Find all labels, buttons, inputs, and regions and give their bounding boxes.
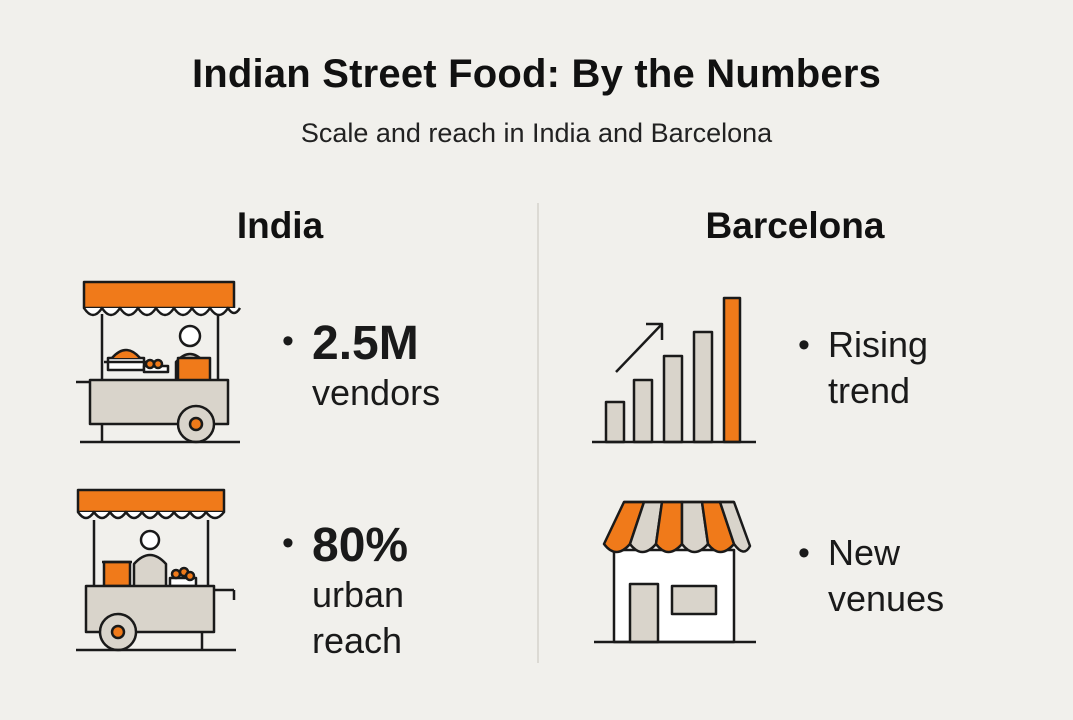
barcelona-stat-new-venues: • New venues bbox=[798, 530, 945, 622]
bullet-marker: • bbox=[282, 524, 294, 562]
stat-label-line: trend bbox=[828, 370, 911, 411]
stat-label-line: Rising bbox=[828, 324, 929, 365]
column-divider bbox=[537, 203, 539, 663]
stat-value: 2.5M bbox=[312, 317, 419, 370]
bullet-marker: • bbox=[282, 322, 294, 360]
stat-label-line: vendors bbox=[312, 372, 441, 413]
page-subtitle: Scale and reach in India and Barcelona bbox=[300, 118, 773, 148]
stat-label-line: urban bbox=[312, 574, 405, 615]
stat-label-line: reach bbox=[312, 620, 403, 661]
india-stat-vendors: • 2.5M vendors bbox=[282, 317, 441, 416]
rising-bar-chart-icon bbox=[592, 296, 756, 444]
stat-label-line: New bbox=[828, 532, 901, 573]
page-title: Indian Street Food: By the Numbers bbox=[191, 52, 882, 96]
stat-label-line: venues bbox=[828, 578, 945, 619]
india-stat-urban-reach: • 80% urban reach bbox=[282, 519, 409, 664]
barcelona-stat-rising-trend: • Rising trend bbox=[798, 322, 929, 414]
storefront-icon bbox=[594, 500, 756, 644]
bullet-marker: • bbox=[798, 534, 810, 572]
india-heading: India bbox=[236, 205, 324, 246]
bullet-marker: • bbox=[798, 326, 810, 364]
food-cart-icon bbox=[76, 488, 236, 652]
barcelona-heading: Barcelona bbox=[705, 205, 885, 246]
stat-value: 80% bbox=[312, 519, 409, 572]
food-cart-icon bbox=[76, 280, 242, 444]
